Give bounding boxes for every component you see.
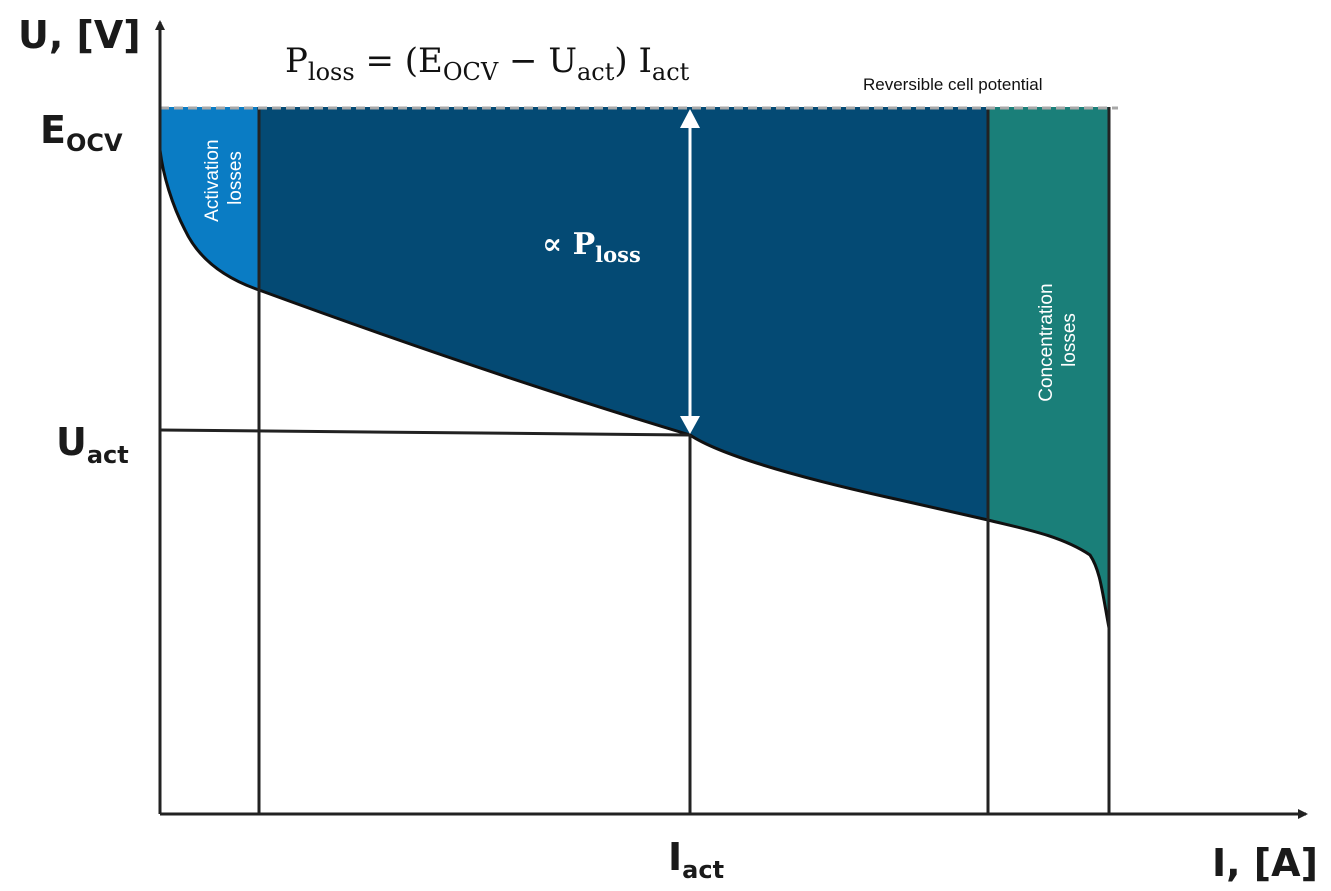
e-ocv-label: EOCV xyxy=(40,108,123,157)
i-act-label: Iact xyxy=(668,835,724,884)
concentration-losses-region xyxy=(988,107,1109,628)
ohmic-losses-region xyxy=(259,107,988,520)
activation-losses-label: Activation losses xyxy=(202,134,246,222)
y-axis-label: U, [V] xyxy=(18,13,141,57)
loss-arrow-bottom-head xyxy=(680,416,700,434)
u-act-line xyxy=(159,428,691,437)
power-loss-formula: Ploss = (EOCV − Uact) Iact xyxy=(285,41,690,86)
loss-arrow-top-head xyxy=(680,109,700,128)
proportional-loss-label: ∝ Ploss xyxy=(542,227,641,267)
reversible-potential-label: Reversible cell potential xyxy=(863,75,1043,94)
activation-losses-region xyxy=(160,107,259,290)
polarization-curve xyxy=(158,149,1111,629)
u-act-label: Uact xyxy=(56,420,129,469)
x-axis-label: I, [A] xyxy=(1212,841,1318,885)
concentration-losses-label: Concentration losses xyxy=(1036,278,1080,402)
